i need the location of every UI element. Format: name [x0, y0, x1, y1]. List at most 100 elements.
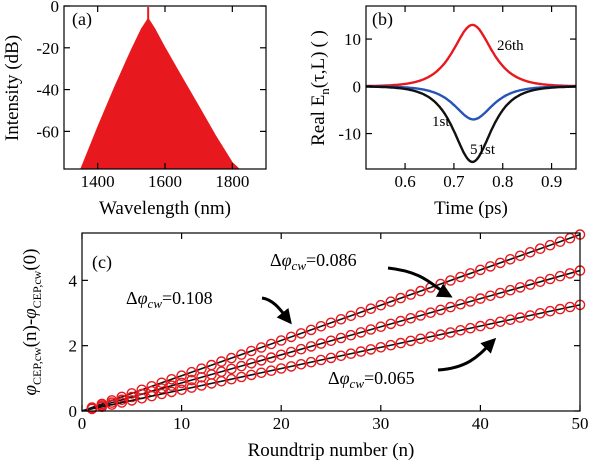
- data-point: [255, 342, 267, 353]
- annotation-0065: Δφcw=0.065: [328, 368, 415, 391]
- data-point: [325, 317, 337, 329]
- data-point: [176, 384, 187, 396]
- data-point: [226, 373, 237, 385]
- panel-b-frame: [365, 5, 577, 170]
- data-point: [385, 318, 397, 330]
- data-point: [265, 352, 277, 363]
- data-point: [405, 289, 417, 300]
- arrow-0065: [437, 337, 497, 372]
- data-point: [305, 356, 317, 368]
- data-point: [455, 324, 466, 336]
- data-point: [355, 346, 367, 357]
- pulse-line-1st: [366, 85, 576, 121]
- panel-b-plot: [366, 23, 576, 164]
- x-tick-label: 1800: [215, 172, 249, 191]
- data-point: [385, 296, 397, 308]
- data-point: [445, 301, 456, 313]
- data-point: [335, 332, 347, 344]
- data-point: [106, 399, 118, 410]
- y-tick-label: 0: [51, 0, 60, 16]
- data-point: [236, 349, 247, 360]
- panel-c-frame: [81, 232, 581, 412]
- data-point: [335, 350, 347, 362]
- y-tick-label: -40: [36, 81, 59, 100]
- annotation-0108: Δφcw=0.108: [126, 288, 213, 311]
- data-point: [255, 367, 267, 379]
- x-tick-label: 0.8: [492, 172, 513, 191]
- panel-b-ylabel-sub: n: [317, 88, 332, 95]
- data-point: [176, 377, 187, 389]
- y-tick-label: 4: [69, 271, 78, 290]
- panel-c-ylabel: φCEP,cw(n)-φCEP,cw(0): [20, 248, 44, 395]
- y-tick-label: -10: [338, 125, 361, 144]
- data-point: [345, 310, 357, 322]
- data-point: [504, 253, 516, 265]
- data-point: [226, 363, 237, 375]
- data-point: [504, 284, 516, 296]
- data-point: [514, 282, 526, 293]
- data-point: [305, 341, 317, 352]
- ylabel-end: (0): [20, 248, 41, 270]
- data-point: [365, 324, 377, 335]
- data-point: [325, 335, 337, 347]
- data-point: [485, 261, 496, 272]
- panel-c-ticks: 0 10 20 30 40 50 0 2 4: [69, 233, 589, 433]
- data-point: [455, 271, 466, 283]
- data-point: [365, 344, 377, 355]
- data-point: [435, 304, 446, 316]
- ylabel-mid: (n)-: [20, 319, 41, 347]
- data-point: [544, 305, 556, 317]
- data-point: [275, 363, 287, 374]
- data-point: [156, 377, 167, 389]
- data-point: [554, 236, 566, 247]
- fit-line: [81, 304, 581, 412]
- data-point: [395, 337, 407, 349]
- panel-c-label: (c): [92, 252, 112, 273]
- data-point: [395, 292, 407, 304]
- data-point: [186, 374, 197, 386]
- data-point: [216, 356, 227, 367]
- ylabel-sub2: CEP,cw: [30, 270, 44, 308]
- x-tick-label: 0.7: [443, 172, 465, 191]
- data-point: [315, 338, 327, 349]
- x-tick-label: 30: [372, 414, 389, 433]
- data-point: [485, 290, 496, 302]
- data-point: [475, 264, 486, 276]
- data-point: [375, 341, 387, 353]
- panel-a-plot: [80, 7, 241, 170]
- data-point: [365, 303, 377, 315]
- data-point: [245, 369, 257, 381]
- data-point: [86, 403, 98, 415]
- x-tick-label: 1600: [148, 172, 182, 191]
- data-point: [126, 388, 138, 399]
- data-point: [245, 345, 257, 357]
- ylabel-phi2: φ: [20, 308, 41, 319]
- data-point: [554, 303, 566, 315]
- panel-b-ylabel-arg: (τ,L): [308, 52, 329, 89]
- y-tick-label: -60: [36, 122, 59, 141]
- data-point: [196, 371, 207, 383]
- x-tick-label: 20: [273, 414, 290, 433]
- data-point: [116, 397, 128, 408]
- data-point: [494, 316, 506, 328]
- data-point: [325, 352, 337, 364]
- data-point: [514, 312, 526, 323]
- data-point: [226, 352, 237, 364]
- data-point: [345, 329, 357, 341]
- data-point: [126, 395, 138, 406]
- data-point: [465, 322, 476, 334]
- data-point: [285, 346, 297, 358]
- arrow-0086: [387, 266, 453, 298]
- data-point: [504, 314, 516, 326]
- arrow-0108: [261, 296, 292, 325]
- panel-b-label: (b): [372, 9, 393, 30]
- data-point: [405, 335, 417, 347]
- series-label-26th: 26th: [497, 38, 524, 54]
- data-point: [236, 371, 247, 383]
- data-point: [245, 357, 257, 369]
- data-point: [415, 310, 426, 321]
- ylabel-sub1: CEP,cw: [30, 347, 44, 385]
- x-tick-label: 50: [572, 414, 589, 433]
- data-point: [275, 349, 287, 361]
